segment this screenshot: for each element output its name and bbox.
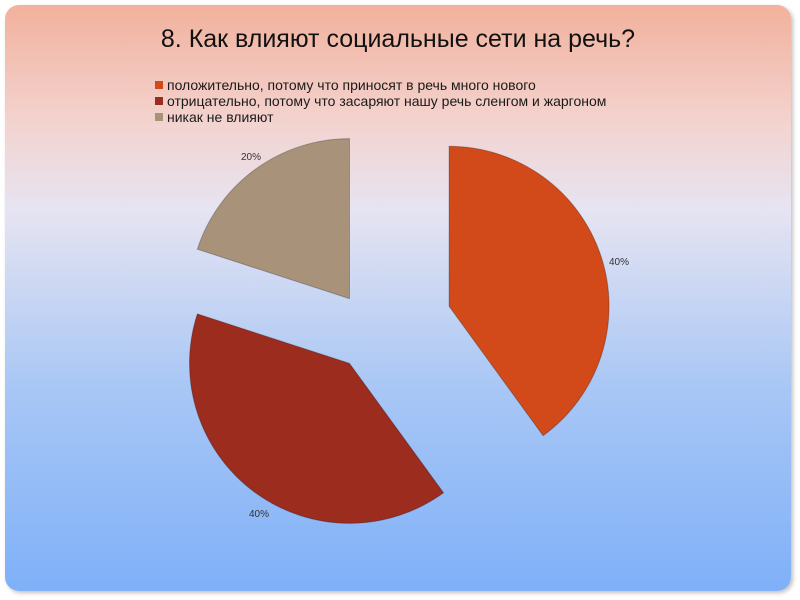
legend-swatch-negative [155, 97, 163, 105]
slice-label-positive: 40% [609, 257, 629, 268]
legend-label-positive: положительно, потому что приносят в речь… [167, 77, 536, 93]
chart-legend: положительно, потому что приносят в речь… [155, 77, 606, 125]
pie-slice-none [196, 138, 350, 300]
legend-item-positive: положительно, потому что приносят в речь… [155, 77, 606, 93]
legend-label-negative: отрицательно, потому что засаряют нашу р… [167, 93, 607, 109]
slide-background: 8. Как влияют социальные сети на речь? п… [5, 5, 791, 591]
legend-item-none: никак не влияют [155, 109, 606, 125]
legend-label-none: никак не влияют [167, 109, 274, 125]
pie-chart: 40% 40% 20% [188, 138, 629, 524]
chart-title: 8. Как влияют социальные сети на речь? [160, 25, 636, 53]
legend-swatch-positive [155, 81, 163, 89]
pie-slice-positive [448, 145, 610, 437]
legend-item-negative: отрицательно, потому что засаряют нашу р… [155, 93, 606, 109]
legend-swatch-none [155, 113, 163, 121]
slice-label-none: 20% [241, 152, 261, 163]
slice-label-negative: 40% [249, 509, 269, 520]
pie-slice-negative [188, 313, 445, 524]
